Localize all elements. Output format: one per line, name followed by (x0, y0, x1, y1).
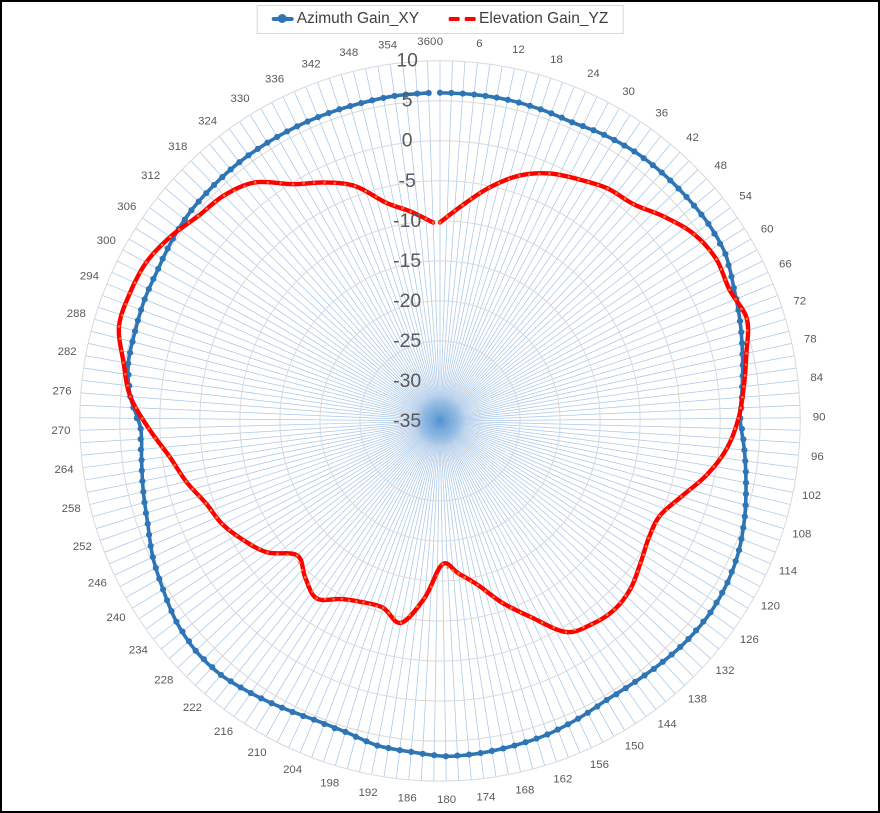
radial-axis-labels: 10 5 0 -5 -10 -15 -20 -25 -30 -35 (393, 50, 421, 432)
svg-text:108: 108 (792, 528, 811, 540)
svg-text:186: 186 (398, 793, 417, 805)
svg-text:234: 234 (129, 645, 149, 657)
svg-text:84: 84 (810, 372, 823, 384)
legend-label-azimuth: Azimuth Gain_XY (296, 10, 420, 27)
svg-text:342: 342 (301, 58, 320, 70)
svg-text:90: 90 (813, 412, 826, 424)
series-elevation-gain-yz (116, 171, 751, 635)
svg-text:174: 174 (476, 791, 496, 803)
svg-text:78: 78 (804, 333, 817, 345)
svg-text:-30: -30 (393, 370, 421, 392)
svg-text:354: 354 (378, 39, 398, 51)
svg-text:246: 246 (88, 577, 107, 589)
svg-text:-25: -25 (393, 330, 421, 352)
svg-text:36: 36 (655, 107, 668, 119)
legend-item-azimuth[interactable]: Azimuth Gain_XY (271, 10, 420, 28)
svg-text:132: 132 (715, 665, 734, 677)
svg-text:180: 180 (437, 794, 456, 806)
svg-text:48: 48 (714, 160, 727, 172)
svg-text:72: 72 (793, 295, 806, 307)
svg-text:30: 30 (622, 86, 635, 98)
svg-text:60: 60 (761, 223, 774, 235)
svg-text:12: 12 (512, 44, 525, 56)
svg-text:222: 222 (183, 702, 202, 714)
svg-text:126: 126 (740, 634, 759, 646)
svg-text:216: 216 (214, 726, 233, 738)
svg-text:360: 360 (417, 36, 436, 48)
svg-text:66: 66 (779, 259, 792, 271)
legend-item-elevation[interactable]: Elevation Gain_YZ (449, 10, 608, 28)
svg-text:210: 210 (248, 747, 267, 759)
svg-text:42: 42 (686, 132, 699, 144)
svg-text:54: 54 (739, 191, 752, 203)
legend-label-elevation: Elevation Gain_YZ (479, 10, 609, 27)
svg-text:120: 120 (761, 601, 780, 613)
svg-text:192: 192 (359, 787, 378, 799)
svg-text:348: 348 (339, 47, 358, 59)
svg-text:-10: -10 (393, 210, 421, 232)
svg-text:18: 18 (550, 54, 563, 66)
svg-text:306: 306 (117, 201, 136, 213)
svg-text:288: 288 (67, 308, 86, 320)
angular-axis-labels: 0 6 12 18 24 30 36 42 48 54 60 66 72 78 84 90 96 102 108 11… (51, 36, 825, 806)
svg-text:336: 336 (265, 74, 284, 86)
svg-text:96: 96 (811, 451, 824, 463)
angular-gridlines (79, 60, 801, 782)
svg-text:168: 168 (515, 784, 534, 796)
svg-text:156: 156 (590, 759, 609, 771)
legend: Azimuth Gain_XY Elevation Gain_YZ (256, 5, 624, 34)
svg-text:312: 312 (141, 170, 160, 182)
svg-text:24: 24 (587, 68, 600, 80)
svg-text:240: 240 (107, 612, 126, 624)
svg-text:264: 264 (55, 464, 75, 476)
svg-text:5: 5 (402, 90, 413, 112)
svg-text:318: 318 (168, 141, 187, 153)
svg-text:114: 114 (779, 565, 798, 577)
svg-text:228: 228 (154, 675, 173, 687)
svg-text:324: 324 (198, 115, 218, 127)
svg-text:6: 6 (476, 38, 482, 50)
svg-text:300: 300 (97, 235, 116, 247)
svg-text:-15: -15 (393, 250, 421, 272)
svg-text:282: 282 (58, 346, 77, 358)
svg-text:294: 294 (80, 271, 100, 283)
svg-text:252: 252 (73, 541, 92, 553)
svg-text:102: 102 (802, 490, 821, 502)
center-blob-decoration (414, 395, 466, 447)
svg-text:162: 162 (553, 774, 572, 786)
svg-text:-20: -20 (393, 290, 421, 312)
svg-text:330: 330 (231, 93, 250, 105)
svg-text:-35: -35 (393, 410, 421, 432)
svg-text:150: 150 (625, 741, 644, 753)
svg-text:258: 258 (62, 503, 81, 515)
radial-gridlines (79, 60, 801, 782)
svg-text:198: 198 (320, 778, 339, 790)
svg-text:0: 0 (437, 36, 443, 48)
svg-text:10: 10 (396, 50, 418, 72)
svg-text:0: 0 (402, 130, 413, 152)
svg-text:138: 138 (688, 693, 707, 705)
svg-text:204: 204 (283, 764, 303, 776)
svg-text:276: 276 (53, 385, 72, 397)
svg-text:270: 270 (51, 425, 70, 437)
elevation-series-key-icon (449, 17, 477, 21)
svg-text:144: 144 (658, 719, 678, 731)
azimuth-series-key-icon (271, 14, 294, 24)
svg-text:-5: -5 (399, 170, 416, 192)
